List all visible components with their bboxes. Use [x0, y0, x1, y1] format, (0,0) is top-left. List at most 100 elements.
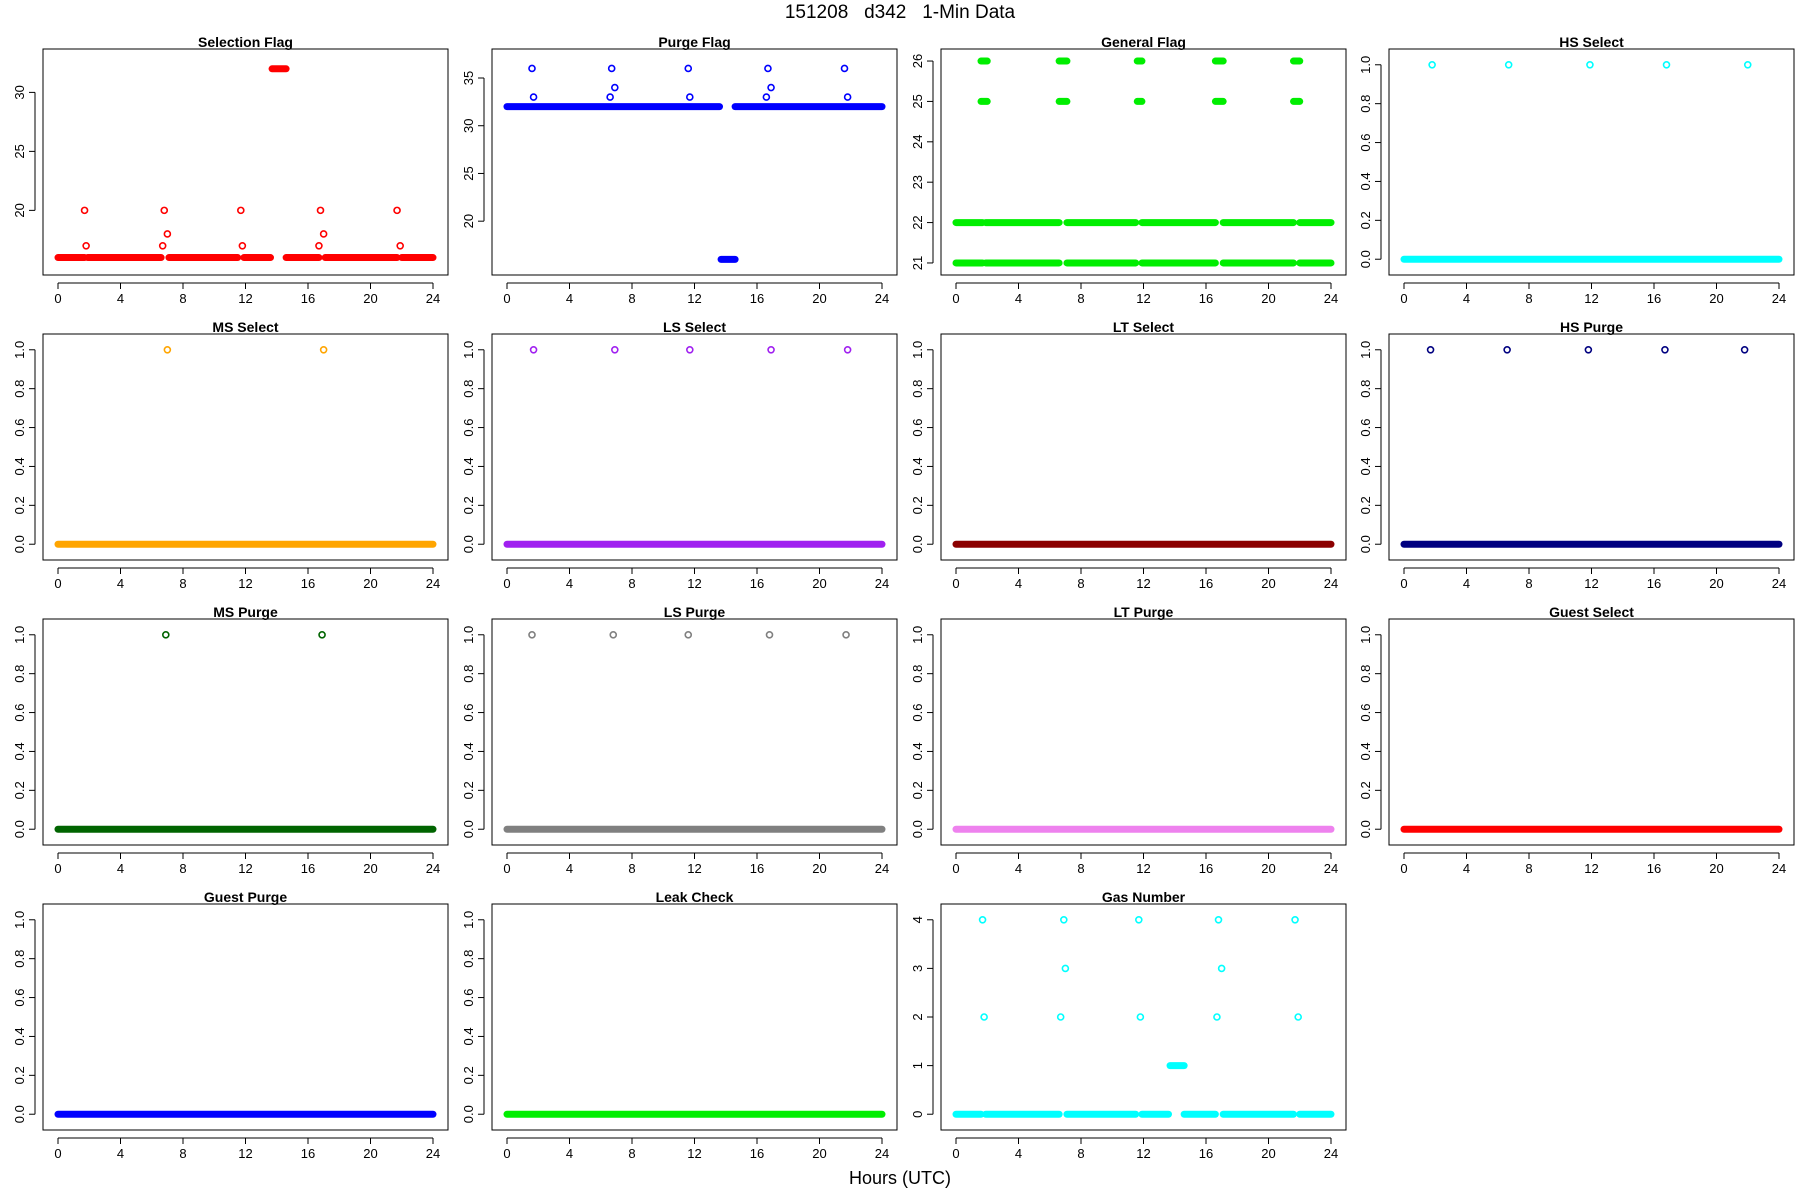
x-tick-label: 4: [1015, 861, 1022, 876]
x-tick-label: 16: [750, 861, 764, 876]
x-tick-label: 0: [54, 291, 61, 306]
y-tick-label: 0.8: [12, 950, 27, 968]
x-tick-label: 24: [1324, 576, 1338, 591]
y-tick-label: 1.0: [1358, 626, 1373, 644]
x-tick-label: 12: [238, 576, 252, 591]
x-tick-label: 0: [1400, 861, 1407, 876]
y-tick-label: 0.4: [12, 1027, 27, 1045]
x-tick-label: 16: [1647, 576, 1661, 591]
x-tick-label: 8: [1077, 861, 1084, 876]
x-tick-label: 0: [952, 576, 959, 591]
y-tick-label: 1.0: [12, 626, 27, 644]
x-tick-label: 0: [952, 1146, 959, 1161]
y-tick-label: 0.2: [910, 496, 925, 514]
x-tick-label: 8: [1525, 291, 1532, 306]
y-tick-label: 0.0: [910, 820, 925, 838]
data-point: [767, 83, 775, 92]
y-tick-label: 0.0: [910, 535, 925, 553]
x-tick-label: 4: [117, 291, 124, 306]
x-tick-label: 20: [1709, 291, 1723, 306]
y-tick-label: 20: [12, 203, 27, 217]
x-tick-label: 0: [1400, 576, 1407, 591]
x-tick-label: 20: [1261, 291, 1275, 306]
data-point: [1294, 1013, 1302, 1021]
x-tick-label: 24: [875, 1146, 889, 1161]
data-point: [1214, 915, 1223, 924]
panel-title: Guest Purge: [204, 889, 287, 905]
x-tick-label: 0: [952, 291, 959, 306]
x-tick-label: 16: [1199, 291, 1213, 306]
y-tick-label: 0.0: [461, 820, 476, 838]
y-tick-label: 0.8: [461, 665, 476, 683]
data-point: [1504, 60, 1513, 69]
y-tick-label: 4: [910, 916, 925, 923]
x-tick-label: 12: [1136, 861, 1150, 876]
y-tick-label: 0.0: [12, 820, 27, 838]
data-point: [319, 230, 328, 238]
data-point: [842, 630, 850, 639]
x-tick-label: 0: [54, 576, 61, 591]
x-tick-label: 24: [875, 861, 889, 876]
data-point: [1586, 60, 1594, 69]
y-tick-label: 0.6: [12, 419, 27, 437]
x-tick-label: 4: [1015, 1146, 1022, 1161]
data-point: [1743, 60, 1752, 69]
panel-title: LT Purge: [1114, 604, 1174, 620]
x-tick-label: 12: [687, 576, 701, 591]
x-tick-label: 24: [1324, 1146, 1338, 1161]
data-point: [393, 206, 401, 215]
plot-frame: [42, 903, 449, 1131]
x-tick-label: 12: [687, 1146, 701, 1161]
plot-frame: [491, 48, 898, 276]
x-tick-label: 12: [238, 291, 252, 306]
data-point: [528, 630, 536, 639]
x-tick-label: 24: [1324, 291, 1338, 306]
data-point: [318, 630, 326, 639]
x-tick-label: 20: [1261, 576, 1275, 591]
y-tick-label: 0.0: [1358, 250, 1373, 268]
x-tick-label: 0: [503, 1146, 510, 1161]
data-point: [238, 241, 247, 250]
data-point: [162, 630, 170, 639]
x-tick-label: 12: [1136, 1146, 1150, 1161]
x-tick-label: 16: [1199, 576, 1213, 591]
data-point: [1217, 964, 1226, 973]
y-tick-label: 1.0: [461, 626, 476, 644]
data-point: [764, 64, 772, 73]
x-tick-label: 20: [1709, 576, 1723, 591]
x-tick-label: 0: [952, 861, 959, 876]
y-tick-label: 22: [910, 215, 925, 229]
y-tick-label: 0.8: [910, 380, 925, 398]
y-tick-label: 0.6: [461, 989, 476, 1007]
data-point: [765, 630, 774, 639]
x-tick-label: 12: [687, 291, 701, 306]
x-tick-label: 16: [301, 1146, 315, 1161]
data-point: [609, 630, 618, 639]
x-axis-label: Hours (UTC): [849, 1168, 951, 1188]
plot-frame: [42, 333, 449, 561]
x-tick-label: 16: [750, 576, 764, 591]
y-tick-label: 1.0: [461, 911, 476, 929]
y-tick-label: 0.2: [12, 781, 27, 799]
y-tick-label: 0.2: [1358, 211, 1373, 229]
data-point: [1056, 1013, 1065, 1021]
page-title: 151208 d342 1-Min Data: [784, 2, 1016, 23]
y-tick-label: 1.0: [461, 341, 476, 359]
y-tick-label: 0.6: [461, 419, 476, 437]
x-tick-label: 8: [179, 576, 186, 591]
y-tick-label: 20: [461, 214, 476, 228]
y-tick-label: 0.2: [12, 496, 27, 514]
x-tick-label: 20: [812, 291, 826, 306]
data-point: [1291, 915, 1299, 924]
plot-frame: [491, 333, 898, 561]
x-tick-label: 8: [628, 861, 635, 876]
y-tick-label: 0.4: [461, 1027, 476, 1045]
plot-frame: [491, 903, 898, 1131]
y-tick-label: 0.4: [1358, 172, 1373, 190]
data-point: [237, 206, 245, 215]
x-tick-label: 24: [426, 576, 440, 591]
y-tick-label: 0.2: [1358, 496, 1373, 514]
y-tick-label: 23: [910, 175, 925, 189]
plot-frame: [940, 618, 1347, 846]
